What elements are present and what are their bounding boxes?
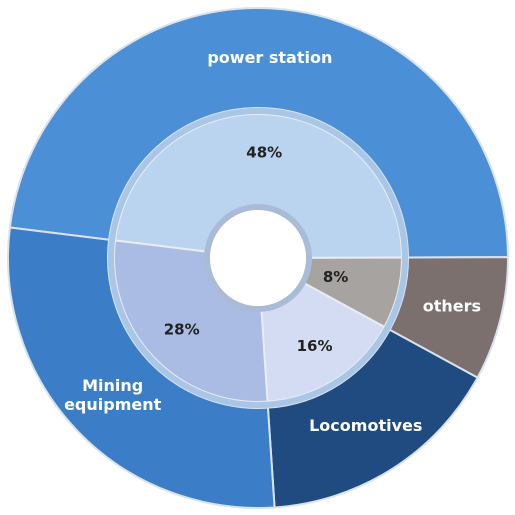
outer-label-line: equipment xyxy=(64,395,162,414)
outer-label: power station xyxy=(207,48,332,67)
outer-label: others xyxy=(423,297,481,316)
outer-label-line: Mining xyxy=(82,375,143,394)
outer-label: Mining equipment xyxy=(64,375,162,413)
ring-border xyxy=(108,108,408,408)
inner-label: 28% xyxy=(164,321,200,339)
hole-border xyxy=(204,204,312,312)
outer-label: Locomotives xyxy=(309,416,422,435)
inner-label: 8% xyxy=(323,268,348,286)
inner-label: 16% xyxy=(297,337,333,355)
hole xyxy=(210,210,306,306)
inner-label: 48% xyxy=(246,144,282,162)
